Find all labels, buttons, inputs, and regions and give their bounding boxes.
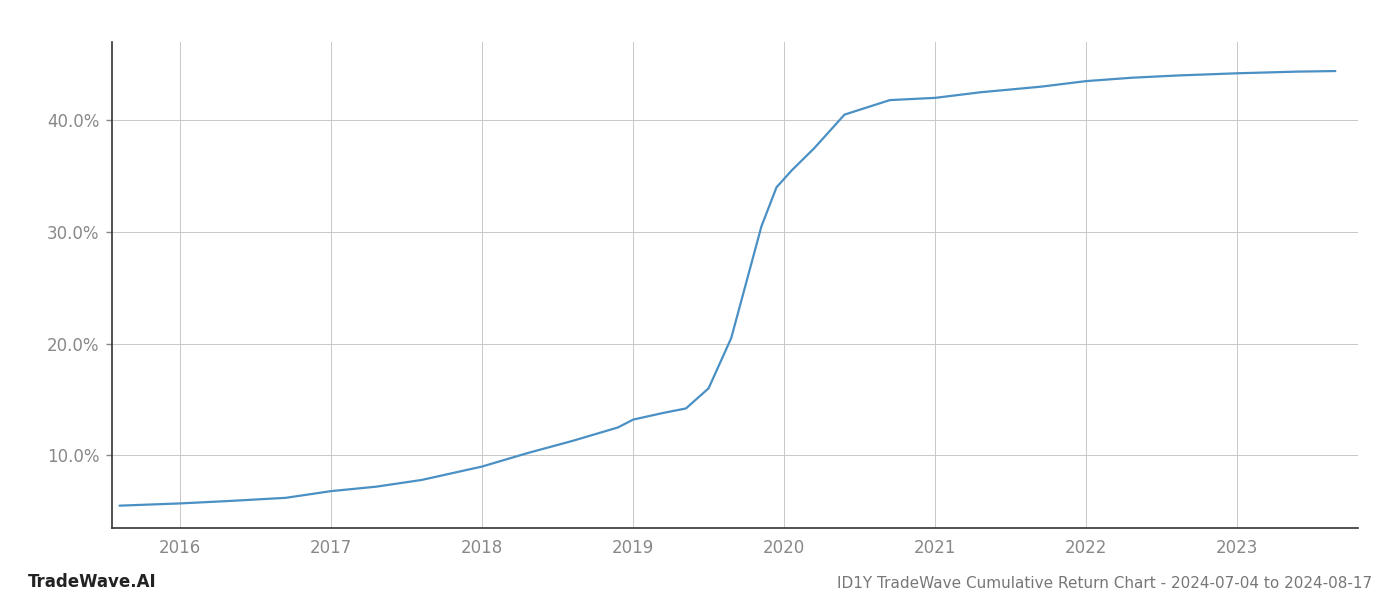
Text: TradeWave.AI: TradeWave.AI <box>28 573 157 591</box>
Text: ID1Y TradeWave Cumulative Return Chart - 2024-07-04 to 2024-08-17: ID1Y TradeWave Cumulative Return Chart -… <box>837 576 1372 591</box>
